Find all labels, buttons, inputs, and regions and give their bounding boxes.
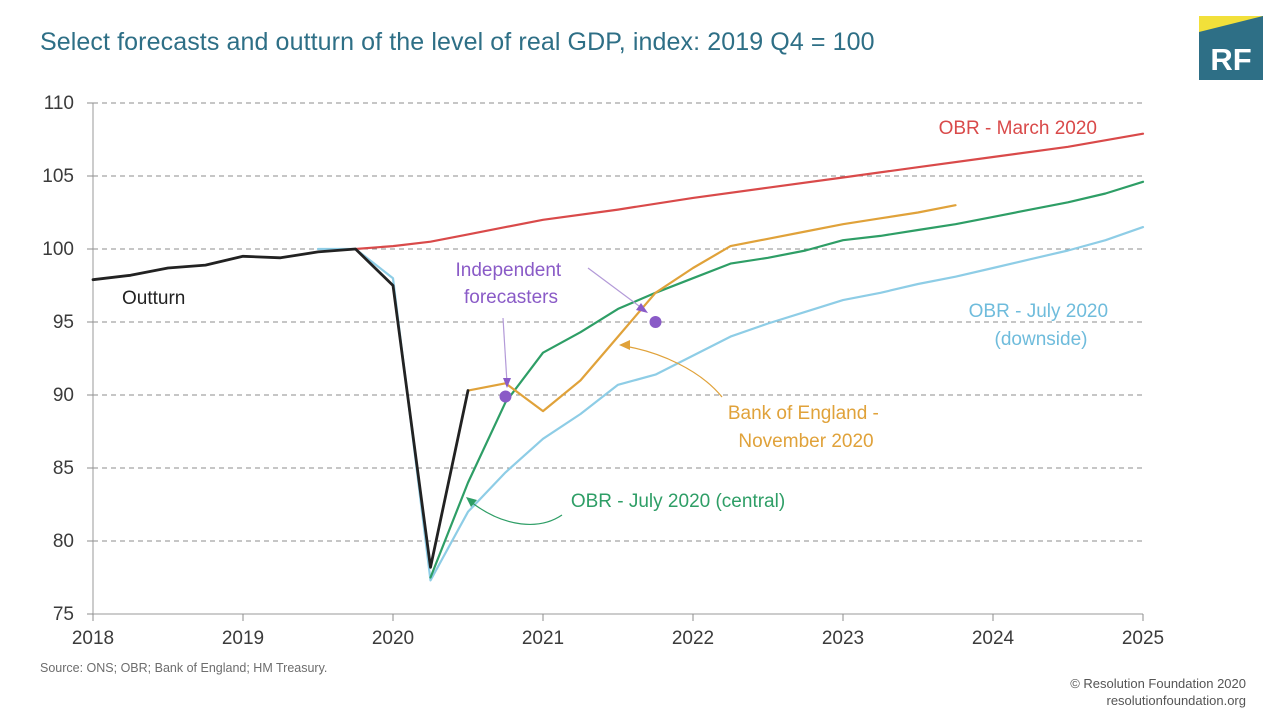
x-tick-label-2020: 2020 [372,628,414,649]
label-boe-line1: Bank of England - [728,403,879,424]
boe-arrow [623,345,723,398]
label-obr-july-downside-line2: (downside) [995,329,1088,350]
label-independent: Independent forecasters [456,260,567,308]
x-axis-ticks: 2018 2019 2020 2021 2022 2023 2024 2025 [72,614,1164,649]
copyright: © Resolution Foundation 2020 resolutionf… [1070,675,1246,709]
line-outturn [91,247,470,569]
copyright-url: resolutionfoundation.org [1106,693,1247,708]
marker-independent-forecast-2020Q4 [499,390,512,403]
copyright-line1: © Resolution Foundation 2020 [1070,676,1246,691]
x-tick-label-2025: 2025 [1122,628,1164,649]
label-obr-march: OBR - March 2020 [939,118,1097,139]
y-tick-label-90: 90 [53,385,74,406]
chart-title: Select forecasts and outturn of the leve… [40,28,875,56]
obr-central-arrowhead [466,497,477,507]
label-outturn: Outturn [122,288,185,309]
y-tick-label-85: 85 [53,458,74,479]
y-tick-label-100: 100 [42,239,74,260]
label-boe: Bank of England - November 2020 [728,403,884,452]
x-tick-label-2022: 2022 [672,628,714,649]
y-tick-label-95: 95 [53,312,74,333]
independent-arrowhead-2 [636,303,648,313]
x-tick-label-2019: 2019 [222,628,264,649]
label-obr-july-downside: OBR - July 2020 (downside) [969,301,1114,350]
independent-arrowhead-1 [503,378,511,388]
logo-text: RF [1210,42,1251,77]
boe-arrowhead [619,340,630,350]
label-independent-line2: forecasters [464,287,558,308]
source-note: Source: ONS; OBR; Bank of England; HM Tr… [40,661,328,675]
y-tick-label-110: 110 [44,93,74,114]
label-boe-line2: November 2020 [738,431,873,452]
x-tick-label-2024: 2024 [972,628,1015,649]
gridlines [93,102,1143,542]
line-obr-july-central [429,180,1145,579]
y-axis-ticks: 75 80 85 90 95 100 105 110 [42,93,93,625]
axes [92,103,1143,615]
line-obr-march [354,132,1145,251]
x-tick-label-2023: 2023 [822,628,864,649]
obr-central-arrow [470,501,563,525]
independent-arrow-1 [502,317,508,384]
annotation-arrows [466,267,723,525]
line-obr-july-downside [316,226,1145,582]
independent-markers [499,316,662,403]
rf-logo: RF [1199,16,1263,80]
independent-arrow-2 [587,267,644,310]
y-tick-label-105: 105 [42,166,74,187]
y-tick-label-80: 80 [53,531,74,552]
line-boe-nov [466,204,957,413]
x-tick-label-2018: 2018 [72,628,114,649]
marker-independent-forecast-2021Q4 [649,316,662,328]
x-tick-label-2021: 2021 [522,628,564,649]
label-independent-line1: Independent [456,260,562,281]
series-lines [91,132,1145,582]
label-obr-july-central: OBR - July 2020 (central) [571,491,785,512]
y-tick-label-75: 75 [53,604,74,625]
label-obr-july-downside-line1: OBR - July 2020 [969,301,1108,322]
